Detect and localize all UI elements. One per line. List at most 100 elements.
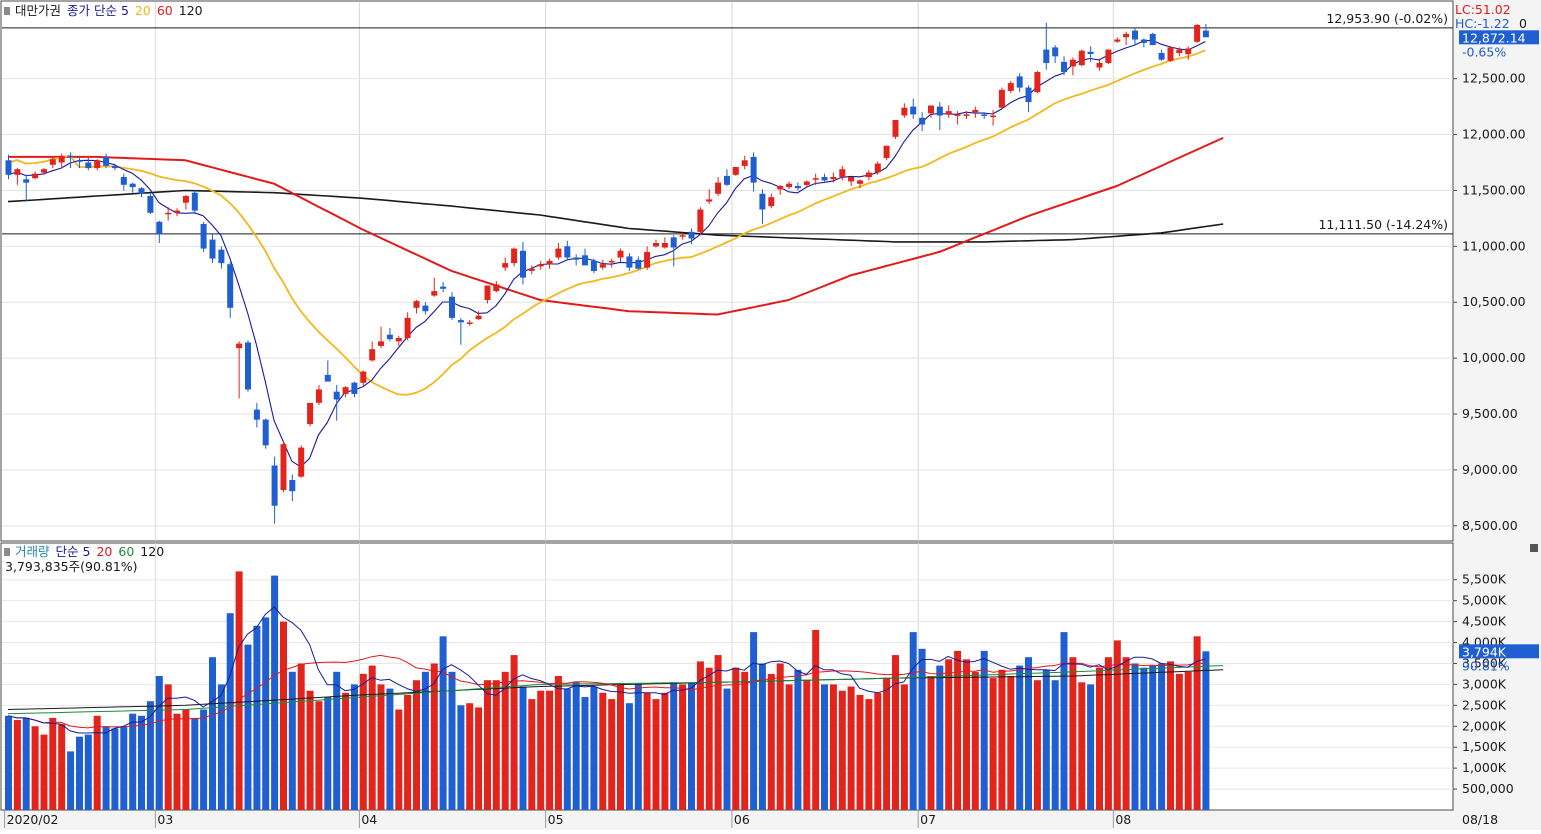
volume-bar xyxy=(182,709,190,810)
candle-body xyxy=(58,155,65,163)
volume-bar xyxy=(617,684,624,810)
low-reference-label: 11,111.50 (-14.24%) xyxy=(1318,217,1448,232)
volume-bar xyxy=(554,676,562,810)
candle-body xyxy=(644,251,651,268)
volume-bar xyxy=(1042,669,1050,810)
volume-bar xyxy=(368,665,376,810)
volume-bar xyxy=(856,694,864,810)
price-y-tick-label: 8,500.00 xyxy=(1462,518,1518,533)
volume-info: 3,793,835주(90.81%) xyxy=(5,559,138,574)
volume-bar xyxy=(466,703,474,810)
volume-bar xyxy=(670,682,678,810)
volume-bar xyxy=(501,671,509,810)
candle-body xyxy=(457,320,464,323)
candle-body xyxy=(475,315,482,320)
volume-bar xyxy=(93,715,101,810)
candle-body xyxy=(865,172,872,178)
candle-body xyxy=(1158,53,1165,60)
price-legend-toggle-icon[interactable] xyxy=(4,7,10,15)
candle-body xyxy=(307,402,314,425)
volume-y-tick-label: 5,000K xyxy=(1462,593,1507,608)
volume-bar xyxy=(741,671,749,810)
volume-bar xyxy=(794,669,802,810)
volume-legend-toggle-icon[interactable] xyxy=(4,548,10,556)
volume-bar xyxy=(696,661,704,810)
candle-body xyxy=(1140,39,1147,43)
candle-body xyxy=(378,341,384,346)
volume-legend-ma60: 60 xyxy=(118,544,135,559)
volume-bar xyxy=(191,717,199,810)
candle-body xyxy=(484,285,491,300)
panel-maximize-icon[interactable] xyxy=(1530,544,1538,552)
volume-bar xyxy=(138,715,145,810)
volume-y-tick-label: 5,500K xyxy=(1462,572,1507,587)
candle-body xyxy=(573,257,580,260)
volume-y-tick-label: 4,500K xyxy=(1462,614,1507,629)
candle-body xyxy=(422,305,429,312)
candle-body xyxy=(963,114,970,116)
volume-bar xyxy=(900,684,908,810)
volume-bar xyxy=(688,682,695,810)
volume-bar xyxy=(1140,667,1148,810)
candle-body xyxy=(830,177,837,180)
candle-body xyxy=(1007,83,1014,91)
candle-body xyxy=(511,248,518,264)
volume-bar xyxy=(1158,663,1166,810)
volume-legend-ma120: 120 xyxy=(140,544,165,559)
y-axis-background xyxy=(1453,0,1541,828)
volume-bar xyxy=(723,688,731,810)
candle-body xyxy=(49,159,56,165)
volume-bar xyxy=(1060,632,1068,810)
volume-bar xyxy=(333,671,341,810)
volume-bar xyxy=(306,690,314,810)
volume-bar xyxy=(821,684,828,810)
volume-y-tick-label: 500,000 xyxy=(1462,781,1514,796)
volume-bar xyxy=(129,713,137,810)
candle-body xyxy=(209,239,216,259)
candle-body xyxy=(431,291,438,296)
volume-bar xyxy=(377,684,385,810)
volume-bar xyxy=(475,707,483,810)
candle-body xyxy=(351,382,358,394)
volume-bar xyxy=(226,613,234,810)
volume-bar xyxy=(297,663,305,810)
volume-y-tick-label: 3,000K xyxy=(1462,676,1507,691)
volume-bar xyxy=(492,680,500,810)
volume-bar xyxy=(909,632,917,810)
volume-legend-ma5: 5 xyxy=(82,544,91,559)
candle-body xyxy=(138,188,145,194)
candle-body xyxy=(608,260,615,263)
volume-bar xyxy=(31,726,39,810)
volume-y-tick-label: 2,000K xyxy=(1462,718,1507,733)
volume-bar xyxy=(84,734,92,810)
volume-bar xyxy=(750,632,758,810)
candle-body xyxy=(103,156,110,166)
volume-bar xyxy=(892,655,899,810)
candle-body xyxy=(1069,59,1076,67)
candle-body xyxy=(954,114,961,116)
candle-body xyxy=(599,264,606,268)
volume-bar xyxy=(767,673,775,810)
candle-body xyxy=(928,105,934,114)
candle-body xyxy=(218,249,225,264)
candle-body xyxy=(342,387,349,394)
candle-body xyxy=(315,389,322,403)
candle-body xyxy=(1185,48,1192,55)
price-y-tick-label: 11,500.00 xyxy=(1462,182,1526,197)
candle-body xyxy=(590,260,597,271)
volume-bar xyxy=(1104,657,1112,810)
candle-body xyxy=(129,183,136,188)
volume-bar xyxy=(1016,665,1024,810)
candle-body xyxy=(5,160,12,175)
volume-bar xyxy=(758,663,766,810)
volume-y-tick-label: 1,000K xyxy=(1462,760,1507,775)
candle-body xyxy=(298,447,305,477)
volume-bar xyxy=(430,663,438,810)
x-axis-background xyxy=(0,810,1541,830)
candle-body xyxy=(715,182,722,194)
candle-body xyxy=(848,177,855,182)
candle-body xyxy=(1025,87,1032,103)
volume-bar xyxy=(359,673,367,810)
